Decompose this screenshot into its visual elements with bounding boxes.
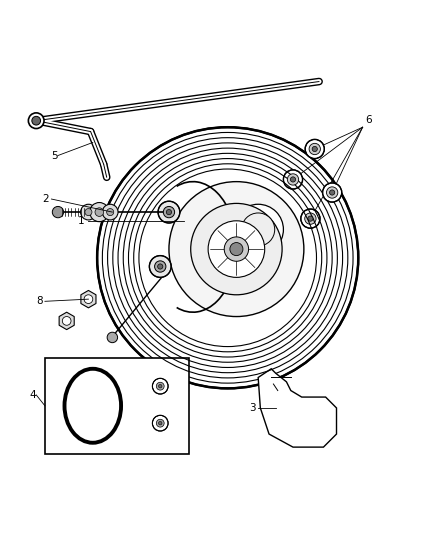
Circle shape: [305, 213, 316, 224]
Polygon shape: [258, 369, 336, 447]
Circle shape: [301, 209, 320, 228]
Circle shape: [308, 216, 313, 221]
Circle shape: [159, 384, 162, 388]
Circle shape: [107, 208, 114, 216]
Circle shape: [102, 204, 118, 220]
Circle shape: [158, 264, 163, 269]
Text: 2: 2: [43, 194, 49, 204]
Circle shape: [107, 332, 117, 343]
Text: 8: 8: [36, 296, 43, 306]
Circle shape: [233, 204, 283, 255]
Circle shape: [156, 419, 164, 427]
Circle shape: [62, 317, 71, 325]
Text: 3: 3: [250, 403, 256, 413]
Circle shape: [155, 261, 166, 272]
Text: 5: 5: [51, 150, 58, 160]
Circle shape: [305, 140, 324, 158]
Circle shape: [152, 415, 168, 431]
Circle shape: [283, 170, 303, 189]
Text: 6: 6: [365, 115, 371, 125]
Circle shape: [309, 143, 321, 155]
Polygon shape: [81, 290, 96, 308]
Circle shape: [149, 256, 171, 277]
Circle shape: [152, 378, 168, 394]
Circle shape: [287, 174, 299, 185]
Circle shape: [97, 127, 358, 389]
Circle shape: [158, 201, 180, 223]
Circle shape: [84, 295, 93, 303]
Circle shape: [230, 243, 243, 256]
Circle shape: [28, 113, 44, 128]
Circle shape: [322, 183, 342, 202]
Circle shape: [329, 190, 335, 195]
Circle shape: [326, 187, 338, 198]
Circle shape: [224, 237, 249, 261]
Circle shape: [95, 208, 104, 216]
Circle shape: [52, 206, 64, 218]
Circle shape: [156, 382, 164, 390]
Polygon shape: [59, 312, 74, 329]
Circle shape: [242, 213, 275, 246]
Circle shape: [290, 177, 296, 182]
Circle shape: [85, 208, 92, 216]
Circle shape: [169, 182, 304, 317]
Circle shape: [90, 203, 109, 222]
Text: 1: 1: [78, 216, 84, 226]
Circle shape: [166, 209, 172, 215]
Circle shape: [191, 204, 282, 295]
Text: 4: 4: [30, 390, 36, 400]
Circle shape: [208, 221, 265, 277]
Circle shape: [32, 116, 41, 125]
Bar: [45, 358, 188, 454]
Circle shape: [81, 204, 96, 220]
Circle shape: [312, 147, 318, 151]
Circle shape: [159, 422, 162, 425]
Circle shape: [163, 206, 175, 218]
